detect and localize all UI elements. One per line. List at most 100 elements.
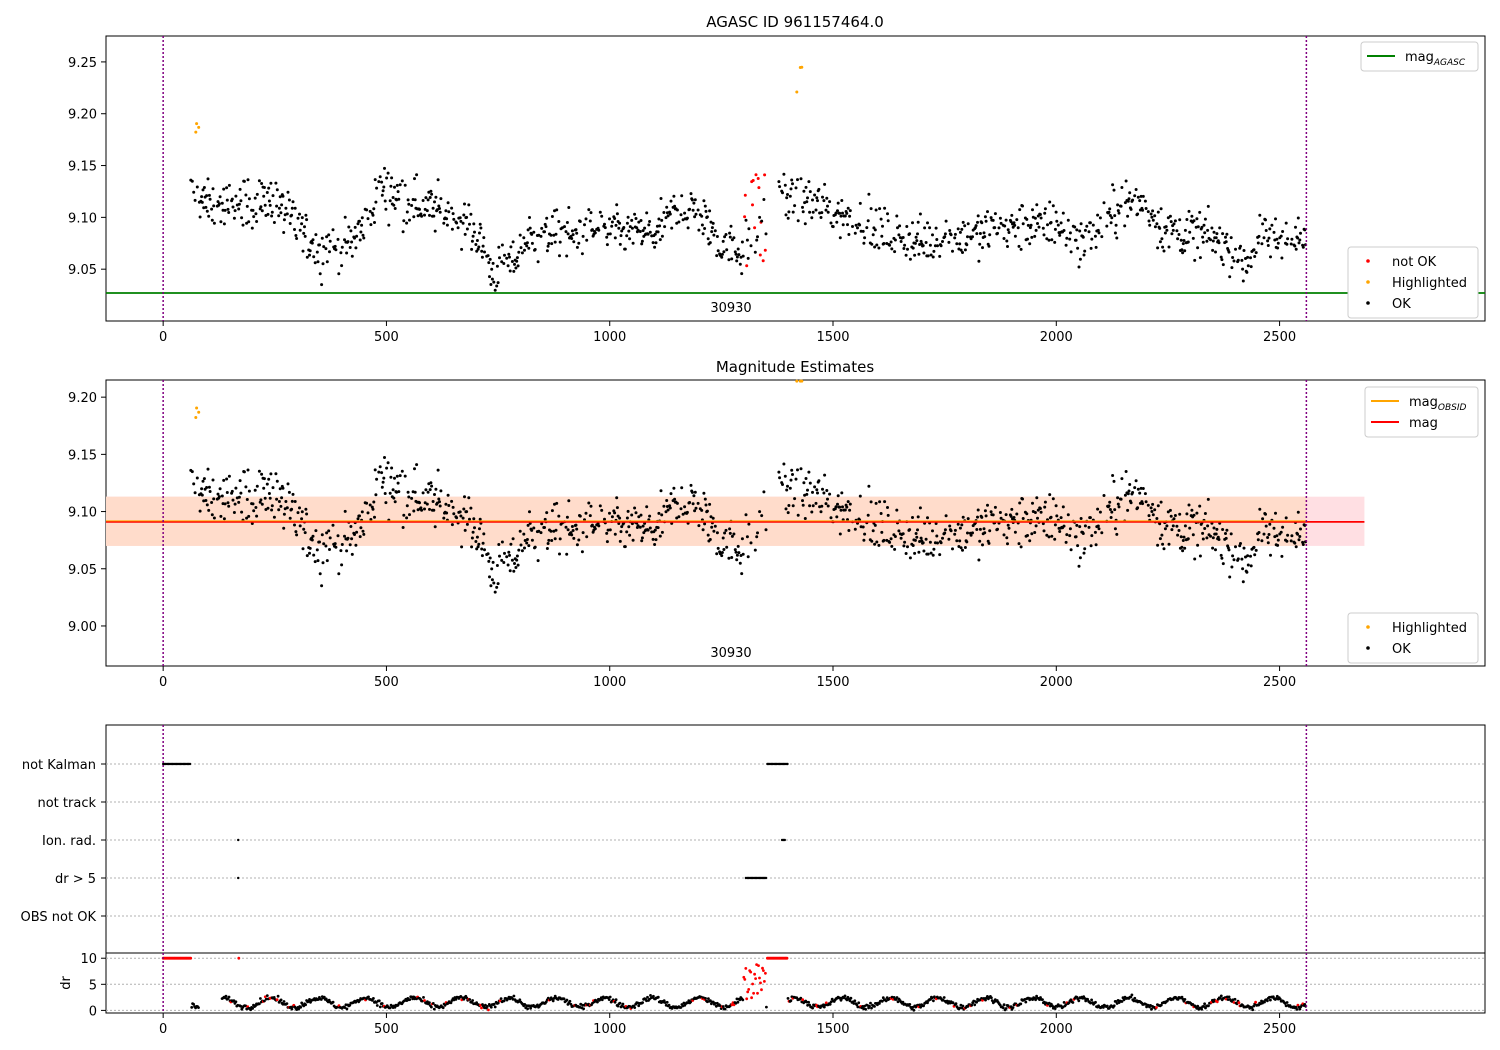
magnitude-point bbox=[1151, 513, 1155, 517]
magnitude-point bbox=[459, 219, 463, 223]
magnitude-point bbox=[369, 223, 373, 227]
magnitude-point bbox=[260, 472, 264, 476]
magnitude-point bbox=[1286, 237, 1290, 241]
dr-point bbox=[518, 998, 522, 1002]
magnitude-point bbox=[1035, 496, 1039, 500]
magnitude-point bbox=[944, 514, 948, 518]
magnitude-point bbox=[605, 531, 609, 535]
magnitude-point bbox=[693, 490, 697, 494]
magnitude-point bbox=[710, 525, 714, 529]
magnitude-point bbox=[723, 235, 727, 239]
magnitude-point bbox=[486, 552, 490, 556]
magnitude-point bbox=[1089, 544, 1093, 548]
magnitude-point bbox=[282, 512, 286, 516]
magnitude-point bbox=[1119, 497, 1123, 501]
magnitude-point bbox=[672, 194, 676, 198]
magnitude-point bbox=[315, 250, 319, 254]
magnitude-point bbox=[788, 486, 792, 490]
magnitude-point bbox=[1254, 548, 1258, 552]
dr-point bbox=[372, 997, 375, 1000]
magnitude-point bbox=[911, 221, 914, 225]
magnitude-point bbox=[960, 227, 964, 231]
magnitude-point bbox=[205, 486, 209, 489]
magnitude-point bbox=[293, 228, 296, 231]
magnitude-point bbox=[1163, 527, 1167, 531]
magnitude-point bbox=[1170, 528, 1174, 532]
magnitude-point bbox=[873, 523, 877, 527]
dr-point bbox=[304, 1003, 307, 1007]
magnitude-point bbox=[255, 192, 259, 196]
magnitude-point bbox=[316, 260, 320, 264]
magnitude-point bbox=[403, 183, 407, 187]
magnitude-point bbox=[993, 505, 997, 509]
magnitude-point bbox=[1203, 217, 1207, 221]
magnitude-point bbox=[589, 211, 593, 215]
magnitude-point bbox=[1256, 241, 1260, 245]
magnitude-point bbox=[478, 222, 482, 226]
magnitude-point bbox=[1049, 221, 1053, 224]
dr-point bbox=[961, 1004, 965, 1008]
magnitude-point bbox=[368, 503, 372, 507]
magnitude-point bbox=[653, 232, 657, 236]
magnitude-point bbox=[1069, 250, 1073, 254]
magnitude-point bbox=[623, 247, 627, 251]
magnitude-point bbox=[543, 526, 546, 529]
magnitude-point bbox=[520, 549, 524, 553]
magnitude-point bbox=[895, 508, 899, 512]
dr-point bbox=[713, 1002, 717, 1005]
magnitude-point bbox=[242, 179, 246, 183]
magnitude-point bbox=[247, 514, 251, 518]
magnitude-point bbox=[839, 214, 843, 218]
magnitude-point bbox=[702, 491, 706, 495]
magnitude-point bbox=[1028, 226, 1032, 230]
magnitude-point bbox=[747, 227, 751, 231]
magnitude-point bbox=[267, 477, 271, 481]
y-tick-label: 9.15 bbox=[68, 448, 97, 463]
magnitude-point bbox=[953, 232, 957, 236]
magnitude-point bbox=[1294, 545, 1298, 549]
magnitude-point bbox=[497, 245, 501, 249]
dr-point bbox=[224, 994, 228, 998]
magnitude-point bbox=[710, 226, 714, 230]
magnitude-point bbox=[679, 213, 683, 217]
magnitude-point bbox=[223, 502, 227, 506]
magnitude-point bbox=[713, 524, 717, 528]
magnitude-point bbox=[630, 522, 634, 526]
magnitude-point bbox=[508, 269, 512, 273]
magnitude-point bbox=[865, 226, 869, 230]
magnitude-point bbox=[225, 198, 229, 202]
magnitude-point bbox=[405, 504, 409, 508]
dr-point bbox=[551, 999, 555, 1003]
magnitude-point bbox=[1153, 508, 1157, 512]
magnitude-point bbox=[1171, 228, 1175, 232]
magnitude-point bbox=[530, 528, 534, 532]
magnitude-point bbox=[1076, 246, 1080, 250]
magnitude-point bbox=[410, 496, 414, 500]
magnitude-point bbox=[848, 214, 852, 218]
magnitude-point bbox=[558, 254, 561, 258]
magnitude-point bbox=[715, 531, 719, 535]
magnitude-point bbox=[285, 212, 289, 216]
magnitude-point bbox=[327, 529, 331, 533]
magnitude-point bbox=[1165, 228, 1169, 232]
magnitude-point bbox=[1034, 524, 1038, 528]
magnitude-point bbox=[651, 241, 655, 245]
magnitude-point bbox=[808, 481, 812, 485]
magnitude-point bbox=[724, 233, 728, 236]
magnitude-point bbox=[438, 210, 442, 214]
magnitude-point bbox=[202, 477, 206, 481]
magnitude-point bbox=[608, 528, 612, 532]
magnitude-point bbox=[1176, 533, 1180, 537]
magnitude-point bbox=[287, 198, 291, 202]
magnitude-point bbox=[1107, 210, 1111, 214]
dr-point bbox=[711, 1000, 715, 1004]
magnitude-point bbox=[800, 65, 804, 69]
magnitude-point bbox=[267, 199, 271, 203]
panel-title: Magnitude Estimates bbox=[716, 358, 874, 376]
magnitude-point bbox=[546, 244, 550, 248]
dr-point bbox=[951, 1001, 955, 1005]
magnitude-point bbox=[1181, 242, 1185, 246]
magnitude-point bbox=[415, 173, 419, 177]
magnitude-point bbox=[683, 505, 687, 509]
magnitude-point bbox=[1155, 222, 1159, 226]
